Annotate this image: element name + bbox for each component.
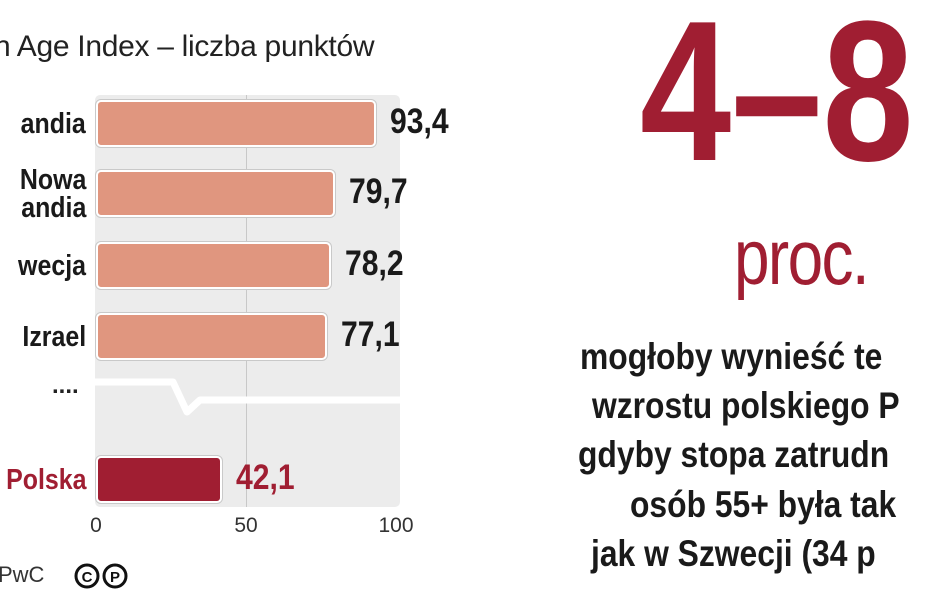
cc-icon: C P	[74, 563, 128, 589]
value-label-1: 93,4	[390, 102, 449, 141]
x-tick-label-100: 100	[378, 514, 414, 537]
category-label-line: wecja	[18, 249, 86, 282]
x-tick-label-0: 0	[90, 514, 102, 537]
bar-4	[96, 313, 328, 360]
category-label-line: Izrael	[22, 320, 86, 353]
bar-1	[96, 100, 377, 147]
value-label-3: 78,2	[344, 244, 404, 283]
description-line-3: gdyby stopa zatrudn	[578, 434, 890, 475]
description-line-1: mogłoby wynieść te	[580, 336, 883, 377]
bar-5	[96, 456, 223, 503]
description-line-5: jak w Szwecji (34 p	[591, 533, 876, 574]
ellipsis-marker: ....	[52, 372, 79, 399]
value-label-4: 77,1	[341, 315, 400, 354]
category-label-4: Izrael	[22, 320, 86, 353]
category-label-line: Polska	[5, 463, 86, 496]
series-break-line	[95, 378, 400, 416]
svg-text:P: P	[110, 569, 120, 586]
svg-text:C: C	[82, 569, 93, 586]
source-label: PwC	[0, 562, 45, 587]
category-label-line: Nowa	[19, 163, 86, 196]
gridline-50	[246, 95, 247, 507]
category-label-5: Polska	[5, 463, 86, 496]
value-label-5: 42,1	[236, 458, 295, 497]
category-label-line: andia	[20, 107, 86, 140]
description-line-2: wzrostu polskiego P	[592, 385, 900, 426]
category-label-3: wecja	[18, 249, 86, 282]
x-tick-label-50: 50	[234, 514, 258, 537]
headline-number: 4–8	[640, 0, 914, 203]
category-label-1: andia	[20, 107, 86, 140]
category-label-line: andia	[20, 191, 87, 224]
description-line-4: osób 55+ była tak	[630, 484, 897, 525]
value-label-2: 79,7	[349, 172, 408, 211]
plot-area	[95, 95, 400, 507]
bar-2	[96, 170, 336, 217]
category-label-2: Nowa andia	[19, 163, 87, 224]
headline-unit: proc.	[734, 213, 870, 301]
chart-title: n Age Index – liczba punktów	[0, 30, 375, 63]
bar-3	[96, 242, 331, 289]
